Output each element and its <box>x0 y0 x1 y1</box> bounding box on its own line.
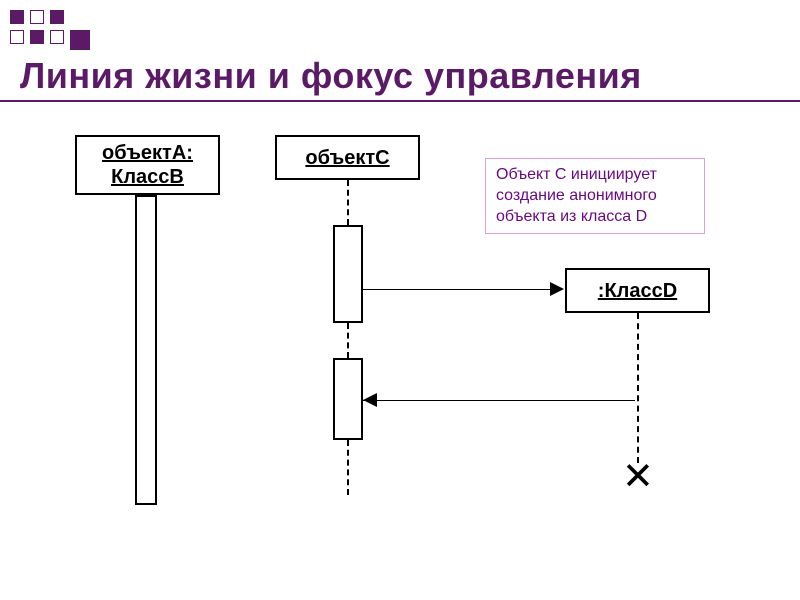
object-a: объектА:КлассВ <box>75 135 220 195</box>
title-underline <box>0 100 800 102</box>
arrow-return-head <box>363 393 377 407</box>
note-line2: создание анонимного <box>496 187 657 204</box>
arrow-create <box>363 289 562 290</box>
lifeline-c-dash2 <box>347 323 349 358</box>
lifeline-c-dash3 <box>347 440 349 495</box>
arrow-create-head <box>550 282 564 296</box>
object-d: :КлассD <box>565 268 710 313</box>
destruction-icon: ✕ <box>622 454 654 499</box>
activation-c-1 <box>333 225 363 323</box>
lifeline-d-dash <box>637 313 639 463</box>
arrow-return <box>363 400 635 401</box>
note: Объект С инициирует создание анонимного … <box>485 158 705 234</box>
object-c-label: объектС <box>305 146 389 170</box>
note-line3: объекта из класса D <box>496 208 647 225</box>
object-d-label: :КлассD <box>598 279 677 303</box>
object-c: объектС <box>275 135 420 180</box>
slide-title: Линия жизни и фокус управления <box>20 55 642 97</box>
lifeline-c-dash1 <box>347 180 349 225</box>
lifeline-a <box>135 195 157 505</box>
object-a-label2: КлассВ <box>111 166 184 188</box>
note-line1: Объект С инициирует <box>496 166 657 183</box>
activation-c-2 <box>333 358 363 440</box>
object-a-label1: объектА: <box>102 142 193 164</box>
